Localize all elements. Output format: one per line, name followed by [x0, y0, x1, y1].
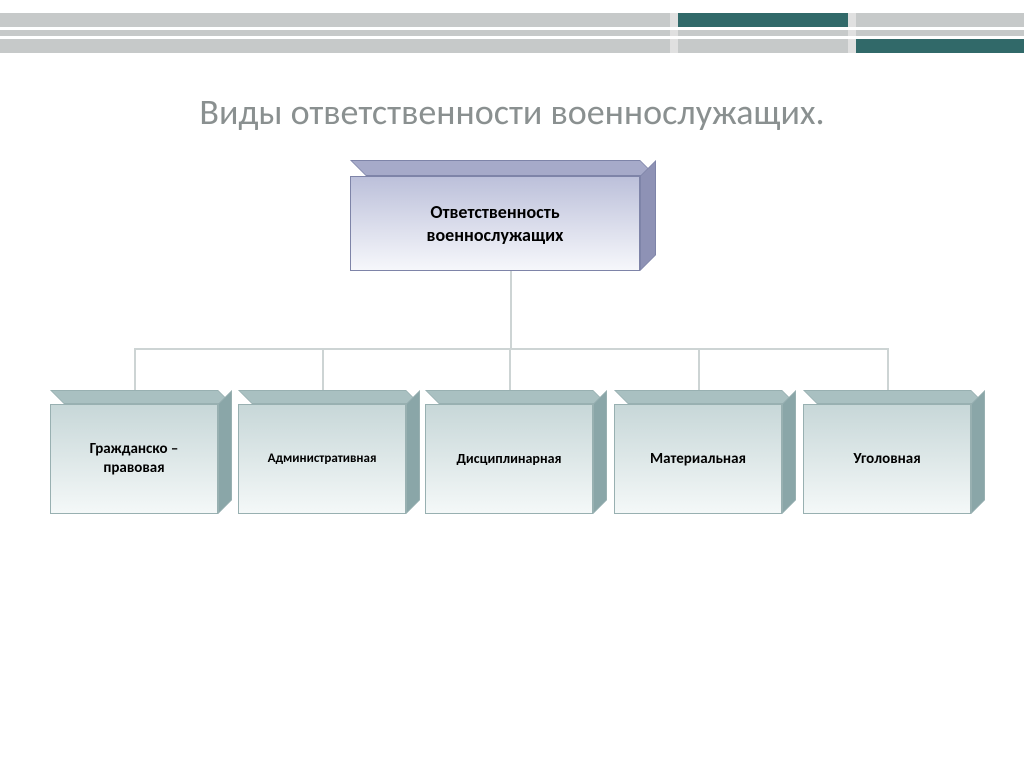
child-box-1: Административная	[238, 390, 420, 514]
decor-segment	[856, 13, 1024, 27]
box-front-face: Уголовная	[803, 404, 971, 514]
box-side-face	[406, 390, 420, 514]
root-label: Ответственностьвоеннослужащих	[427, 201, 564, 246]
box-front-face: Ответственностьвоеннослужащих	[350, 176, 640, 271]
decor-segment	[848, 13, 856, 27]
decor-segment	[670, 39, 678, 53]
box-top-face	[614, 390, 796, 404]
box-top-face	[350, 160, 656, 176]
child-label: Уголовная	[853, 450, 920, 469]
box-side-face	[782, 390, 796, 514]
child-box-2: Дисциплинарная	[425, 390, 607, 514]
connector-drop	[887, 348, 889, 390]
decor-segment	[678, 39, 848, 53]
connector-drop	[322, 348, 324, 390]
box-front-face: Материальная	[614, 404, 782, 514]
slide-title: Виды ответственности военнослужащих.	[0, 90, 1024, 134]
box-top-face	[425, 390, 607, 404]
decor-segment	[848, 39, 856, 53]
decor-segment	[670, 13, 678, 27]
box-top-face	[803, 390, 985, 404]
child-box-0: Гражданско – правовая	[50, 390, 232, 514]
box-top-face	[238, 390, 420, 404]
child-label: Гражданско – правовая	[59, 440, 209, 478]
org-diagram: Ответственностьвоеннослужащих Гражданско …	[0, 160, 1024, 580]
decor-segment	[0, 13, 670, 27]
box-side-face	[640, 160, 656, 271]
box-side-face	[593, 390, 607, 514]
box-front-face: Административная	[238, 404, 406, 514]
decor-segment	[678, 13, 848, 27]
decor-segment	[0, 30, 670, 36]
decor-segment	[678, 30, 848, 36]
child-box-4: Уголовная	[803, 390, 985, 514]
decor-segment	[856, 39, 1024, 53]
connector-drop	[509, 348, 511, 390]
box-side-face	[218, 390, 232, 514]
child-label: Материальная	[650, 450, 746, 469]
child-box-3: Материальная	[614, 390, 796, 514]
box-top-face	[50, 390, 232, 404]
decor-segment	[848, 30, 856, 36]
connector-drop	[134, 348, 136, 390]
box-side-face	[971, 390, 985, 514]
box-front-face: Дисциплинарная	[425, 404, 593, 514]
box-front-face: Гражданско – правовая	[50, 404, 218, 514]
decor-bars	[0, 13, 1024, 55]
decor-segment	[670, 30, 678, 36]
connector-drop	[698, 348, 700, 390]
decor-segment	[856, 30, 1024, 36]
root-box: Ответственностьвоеннослужащих	[350, 160, 656, 271]
child-label: Дисциплинарная	[457, 450, 562, 468]
child-label: Административная	[268, 451, 377, 467]
decor-segment	[0, 39, 670, 53]
